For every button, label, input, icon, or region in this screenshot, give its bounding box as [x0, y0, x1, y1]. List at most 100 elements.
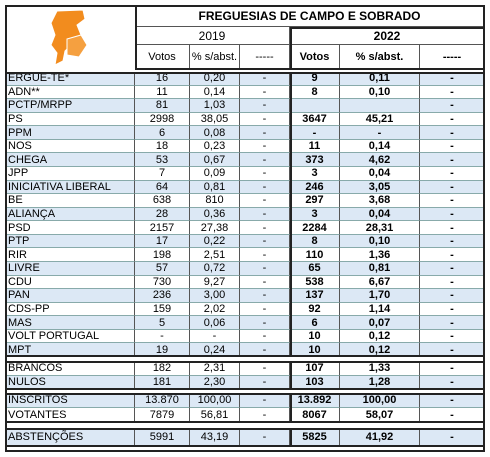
cell: - [240, 234, 290, 249]
cell: 56,81 [190, 408, 240, 423]
cell: 0,04 [340, 166, 420, 181]
cell: 3647 [290, 112, 340, 127]
cell: 2157 [135, 221, 190, 235]
cell: - [420, 85, 485, 100]
cell: 5 [135, 316, 190, 330]
cell: 64 [135, 180, 190, 195]
cell: - [240, 261, 290, 276]
cell: - [420, 180, 485, 195]
cell: 100,00 [190, 393, 240, 408]
cell: - [420, 393, 485, 408]
cell: - [420, 329, 485, 344]
cell: - [420, 139, 485, 154]
cell: 182 [135, 361, 190, 376]
cell: - [240, 153, 290, 167]
title: FREGUESIAS DE CAMPO E SOBRADO [135, 5, 485, 27]
cell: 3,05 [340, 180, 420, 195]
cell: - [420, 221, 485, 235]
cell: 0,22 [190, 234, 240, 249]
row-label: VOTANTES [5, 408, 135, 423]
cell: 0,14 [190, 85, 240, 100]
column-header: ----- [240, 45, 290, 70]
row-label: NULOS [5, 375, 135, 390]
cell: 0,12 [340, 343, 420, 357]
cell: - [420, 153, 485, 167]
cell: 159 [135, 302, 190, 317]
cell: 4,62 [340, 153, 420, 167]
row-label: PCTP/MRPP [5, 99, 135, 113]
cell: - [240, 85, 290, 100]
cell: - [240, 302, 290, 317]
row-label: JPP [5, 166, 135, 181]
cell: 43,19 [190, 428, 240, 447]
cell: 8 [290, 85, 340, 100]
cell: - [420, 343, 485, 357]
cell: 107 [290, 361, 340, 376]
cell: 198 [135, 248, 190, 262]
cell: - [240, 428, 290, 447]
cell: 28,31 [340, 221, 420, 235]
cell: 0,81 [340, 261, 420, 276]
cell: 3,00 [190, 289, 240, 303]
cell: 181 [135, 375, 190, 390]
cell: 2,31 [190, 361, 240, 376]
cell: - [420, 275, 485, 290]
cell: - [420, 72, 485, 86]
cell: 236 [135, 289, 190, 303]
cell: 0,07 [340, 316, 420, 330]
row-label: INICIATIVA LIBERAL [5, 180, 135, 195]
cell: 1,03 [190, 99, 240, 113]
cell: 0,11 [340, 72, 420, 86]
cell: - [420, 428, 485, 447]
cell: - [420, 99, 485, 113]
cell: 0,67 [190, 153, 240, 167]
cell: 65 [290, 261, 340, 276]
cell: 2,30 [190, 375, 240, 390]
cell: - [240, 207, 290, 222]
cell: 2998 [135, 112, 190, 127]
cell: 0,24 [190, 343, 240, 357]
cell: - [420, 408, 485, 423]
cell: 1,70 [340, 289, 420, 303]
cell: 538 [290, 275, 340, 290]
cell: 18 [135, 139, 190, 154]
cell: 27,38 [190, 221, 240, 235]
cell: - [240, 248, 290, 262]
cell: 6,67 [340, 275, 420, 290]
cell: 297 [290, 194, 340, 208]
cell: - [240, 361, 290, 376]
column-header: Votos [290, 45, 340, 70]
cell: 3 [290, 207, 340, 222]
cell: 1,33 [340, 361, 420, 376]
cell: - [340, 126, 420, 140]
cell: - [240, 329, 290, 344]
row-label: MPT [5, 343, 135, 357]
cell: - [420, 126, 485, 140]
cell: 0,09 [190, 166, 240, 181]
column-header: ----- [420, 45, 485, 70]
cell: - [240, 275, 290, 290]
cell: 2,02 [190, 302, 240, 317]
cell: 11 [135, 85, 190, 100]
map-icon [5, 5, 135, 70]
cell: 7879 [135, 408, 190, 423]
row-label: ADN** [5, 85, 135, 100]
cell: - [420, 316, 485, 330]
cell: 5991 [135, 428, 190, 447]
cell: 110 [290, 248, 340, 262]
cell: 0,04 [340, 207, 420, 222]
row-label: ERGUE-TE* [5, 72, 135, 86]
cell: 246 [290, 180, 340, 195]
cell: 0,08 [190, 126, 240, 140]
cell: 19 [135, 343, 190, 357]
cell: 638 [135, 194, 190, 208]
row-label: PPM [5, 126, 135, 140]
cell: - [420, 361, 485, 376]
cell: 6 [135, 126, 190, 140]
cell: 0,81 [190, 180, 240, 195]
row-label: ALIANÇA [5, 207, 135, 222]
cell: - [420, 289, 485, 303]
cell: 0,14 [340, 139, 420, 154]
cell: 8 [290, 234, 340, 249]
